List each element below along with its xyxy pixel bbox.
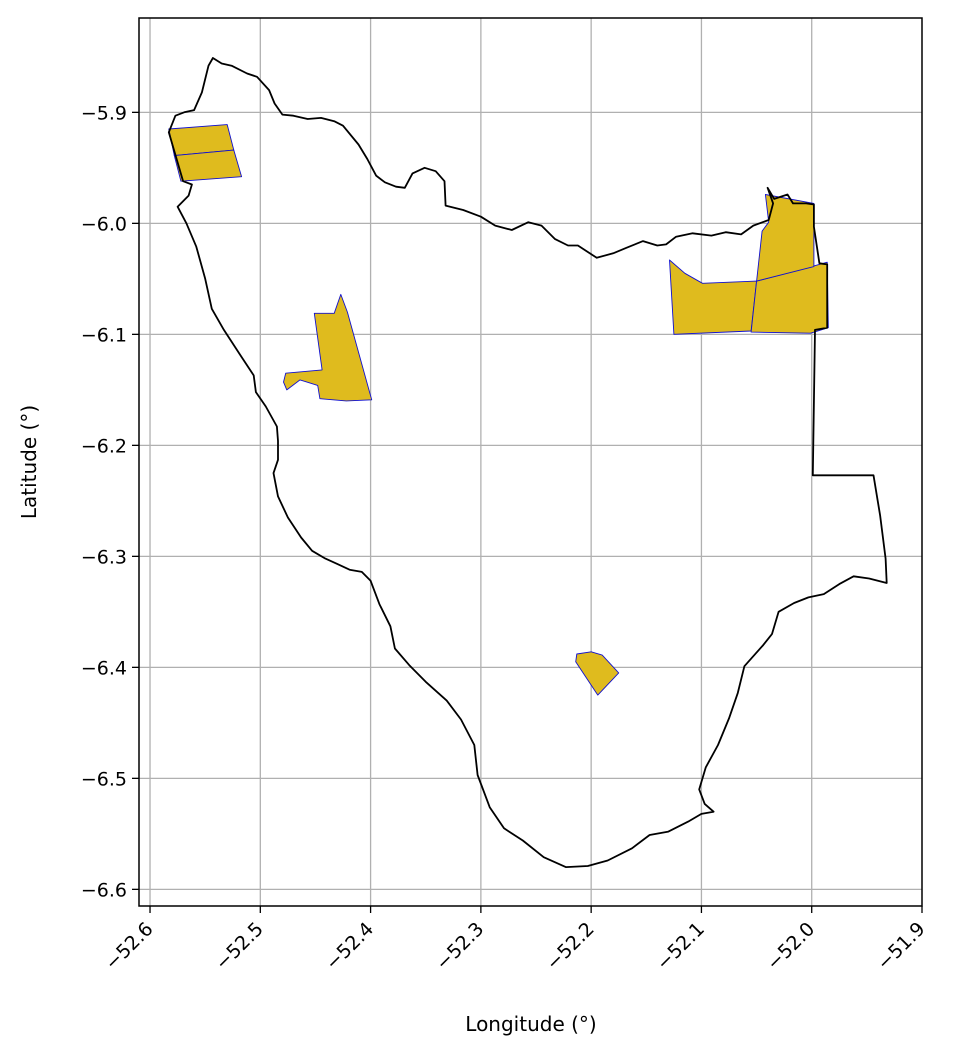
parcel-polygon-3 [283, 293, 373, 402]
parcel-polygon-6 [756, 194, 815, 282]
y-tick-label: −6.5 [81, 768, 127, 790]
y-tick-label: −6.3 [81, 546, 127, 568]
plot-frame [138, 17, 923, 907]
parcel-polygon-7 [575, 651, 620, 696]
y-tick-label: −6.0 [81, 213, 127, 235]
y-axis-label: Latitude (°) [17, 405, 41, 519]
y-tick-label: −5.9 [81, 102, 127, 124]
map-layer [167, 57, 888, 868]
y-tick-label: −6.6 [81, 879, 127, 901]
parcel-polygon-2 [173, 149, 243, 182]
y-tick-label: −6.1 [81, 324, 127, 346]
y-tick-label: −6.2 [81, 435, 127, 457]
x-axis-label: Longitude (°) [465, 1012, 596, 1036]
region-boundary [167, 57, 888, 868]
grid [139, 18, 922, 906]
y-tick-label: −6.4 [81, 657, 127, 679]
